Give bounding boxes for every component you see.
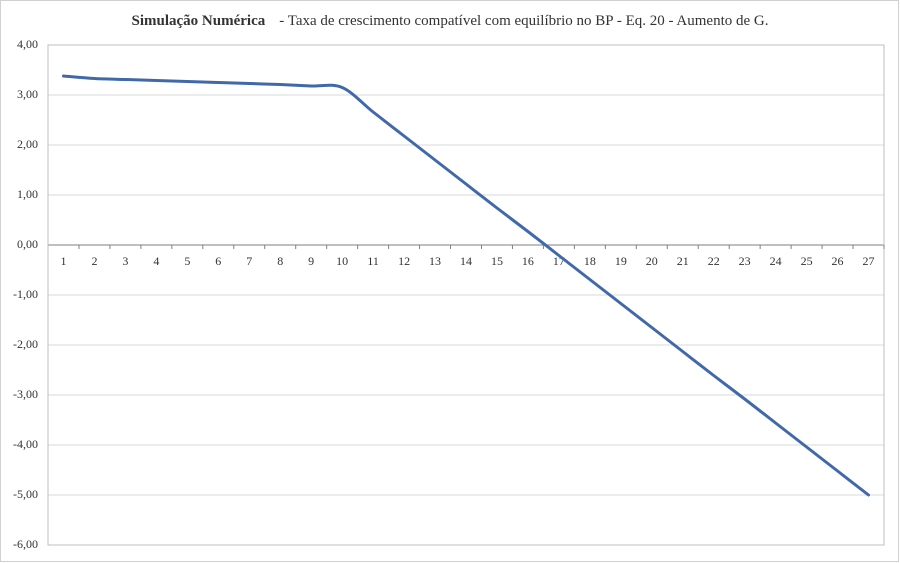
x-tick-label: 23 bbox=[739, 254, 751, 268]
line-series bbox=[61, 74, 871, 497]
plot-border bbox=[47, 44, 885, 546]
y-tick-label: -4,00 bbox=[13, 437, 38, 451]
x-tick-label: 19 bbox=[615, 254, 627, 268]
x-tick-label: 9 bbox=[308, 254, 314, 268]
x-tick-label: 4 bbox=[153, 254, 159, 268]
chart-title: Simulação Numérica bbox=[132, 13, 266, 29]
x-tick-label: 22 bbox=[708, 254, 720, 268]
x-tick-label: 20 bbox=[646, 254, 658, 268]
x-tick-label: 14 bbox=[460, 254, 472, 268]
x-tick-label: 10 bbox=[336, 254, 348, 268]
x-tick-label: 11 bbox=[367, 254, 379, 268]
y-tick-label: 2,00 bbox=[17, 137, 38, 151]
x-tick-label: 3 bbox=[122, 254, 128, 268]
x-tick-label: 16 bbox=[522, 254, 534, 268]
x-tick-label: 24 bbox=[770, 254, 782, 268]
y-tick-label: 1,00 bbox=[17, 187, 38, 201]
chart-subtitle: - Taxa de crescimento compatível com equ… bbox=[279, 13, 768, 29]
x-tick-label: 26 bbox=[832, 254, 844, 268]
y-tick-label: -3,00 bbox=[13, 387, 38, 401]
x-tick-label: 13 bbox=[429, 254, 441, 268]
x-tick-label: 5 bbox=[184, 254, 190, 268]
y-tick-label: -2,00 bbox=[13, 337, 38, 351]
y-tick-label: 0,00 bbox=[17, 237, 38, 251]
x-tick-label: 2 bbox=[91, 254, 97, 268]
y-tick-label: -6,00 bbox=[13, 537, 38, 551]
x-tick-label: 18 bbox=[584, 254, 596, 268]
y-tick-label: 3,00 bbox=[17, 87, 38, 101]
x-tick-label: 15 bbox=[491, 254, 503, 268]
x-tick-label: 1 bbox=[60, 254, 66, 268]
x-tick-label: 21 bbox=[677, 254, 689, 268]
y-tick-label: -1,00 bbox=[13, 287, 38, 301]
y-tick-label: 4,00 bbox=[17, 37, 38, 51]
x-tick-label: 8 bbox=[277, 254, 283, 268]
chart-title-line: Simulação Numérica - Taxa de crescimento … bbox=[132, 13, 769, 29]
x-tick-label: 25 bbox=[801, 254, 813, 268]
x-tick-label: 7 bbox=[246, 254, 252, 268]
x-tick-label: 6 bbox=[215, 254, 221, 268]
x-tick-label: 12 bbox=[398, 254, 410, 268]
y-tick-label: -5,00 bbox=[13, 487, 38, 501]
x-tick-label: 27 bbox=[863, 254, 875, 268]
